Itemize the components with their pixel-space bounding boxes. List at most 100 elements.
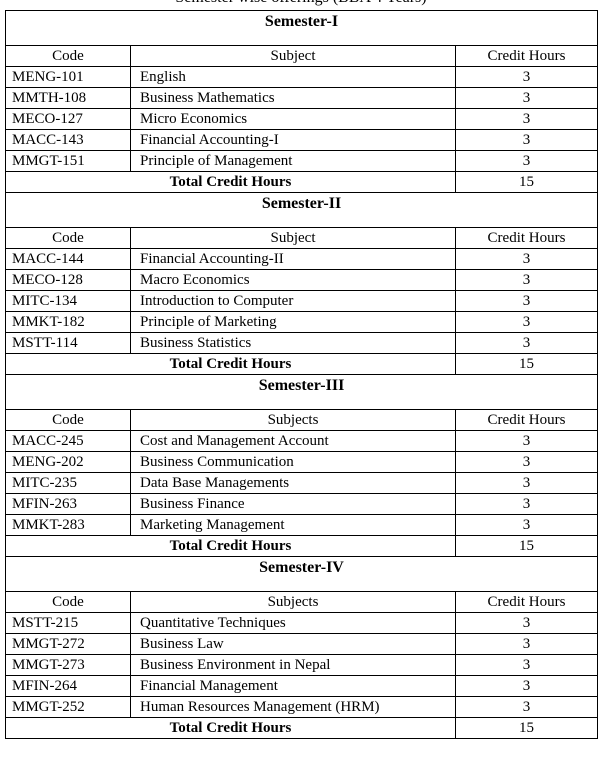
course-code-cell: MACC-144: [5, 248, 131, 270]
course-credit-cell: 3: [455, 311, 598, 333]
table-row: MECO-127 Micro Economics 3: [5, 108, 598, 130]
semester-4-header-row: Semester-IV: [5, 556, 598, 592]
course-subject-cell: Financial Management: [130, 675, 456, 697]
course-credit-cell: 3: [455, 514, 598, 536]
semester-1-section: Semester-I Code Subject Credit Hours MEN…: [5, 10, 598, 193]
course-credit-cell: 3: [455, 430, 598, 452]
column-header-code: Code: [5, 227, 131, 249]
course-subject-cell: Business Environment in Nepal: [130, 654, 456, 676]
column-header-code: Code: [5, 45, 131, 67]
course-code-cell: MECO-128: [5, 269, 131, 291]
total-credit-hours-label: Total Credit Hours: [5, 717, 456, 739]
column-header-subjects: Subjects: [130, 409, 456, 431]
total-credit-hours-value: 15: [455, 353, 598, 375]
course-credit-cell: 3: [455, 150, 598, 172]
course-credit-cell: 3: [455, 108, 598, 130]
column-header-subjects: Subjects: [130, 591, 456, 613]
table-row: MACC-143 Financial Accounting-I 3: [5, 129, 598, 151]
course-code-cell: MSTT-215: [5, 612, 131, 634]
course-credit-cell: 3: [455, 129, 598, 151]
table-row: MMGT-151 Principle of Management 3: [5, 150, 598, 172]
course-code-cell: MECO-127: [5, 108, 131, 130]
course-code-cell: MACC-143: [5, 129, 131, 151]
table-row: MMKT-182 Principle of Marketing 3: [5, 311, 598, 333]
semester-offerings-table: Semester-I Code Subject Credit Hours MEN…: [5, 10, 598, 739]
course-subject-cell: Principle of Management: [130, 150, 456, 172]
table-row: MMKT-283 Marketing Management 3: [5, 514, 598, 536]
column-header-credit-hours: Credit Hours: [455, 45, 598, 67]
course-code-cell: MENG-202: [5, 451, 131, 473]
semester-3-section: Semester-III Code Subjects Credit Hours …: [5, 374, 598, 557]
course-credit-cell: 3: [455, 493, 598, 515]
course-subject-cell: Human Resources Management (HRM): [130, 696, 456, 718]
course-subject-cell: Financial Accounting-I: [130, 129, 456, 151]
course-subject-cell: Micro Economics: [130, 108, 456, 130]
course-code-cell: MMGT-151: [5, 150, 131, 172]
semester-3-header-row: Semester-III: [5, 374, 598, 410]
course-code-cell: MFIN-263: [5, 493, 131, 515]
table-row: MSTT-114 Business Statistics 3: [5, 332, 598, 354]
table-row: MECO-128 Macro Economics 3: [5, 269, 598, 291]
table-row: MITC-134 Introduction to Computer 3: [5, 290, 598, 312]
column-header-credit-hours: Credit Hours: [455, 227, 598, 249]
course-code-cell: MSTT-114: [5, 332, 131, 354]
course-subject-cell: Business Statistics: [130, 332, 456, 354]
course-code-cell: MACC-245: [5, 430, 131, 452]
table-row: MFIN-264 Financial Management 3: [5, 675, 598, 697]
total-credit-hours-value: 15: [455, 717, 598, 739]
table-row: MMGT-273 Business Environment in Nepal 3: [5, 654, 598, 676]
column-header-row: Code Subjects Credit Hours: [5, 591, 598, 613]
page-title-text: Semester wise offerings (BBA 4 Years): [0, 0, 602, 8]
total-row: Total Credit Hours 15: [5, 535, 598, 557]
course-credit-cell: 3: [455, 290, 598, 312]
course-credit-cell: 3: [455, 696, 598, 718]
course-code-cell: MFIN-264: [5, 675, 131, 697]
column-header-row: Code Subject Credit Hours: [5, 227, 598, 249]
total-row: Total Credit Hours 15: [5, 353, 598, 375]
total-credit-hours-label: Total Credit Hours: [5, 353, 456, 375]
column-header-subject: Subject: [130, 45, 456, 67]
course-subject-cell: Principle of Marketing: [130, 311, 456, 333]
course-credit-cell: 3: [455, 332, 598, 354]
course-subject-cell: Introduction to Computer: [130, 290, 456, 312]
course-code-cell: MITC-134: [5, 290, 131, 312]
column-header-subject: Subject: [130, 227, 456, 249]
course-credit-cell: 3: [455, 66, 598, 88]
column-header-credit-hours: Credit Hours: [455, 409, 598, 431]
course-subject-cell: Macro Economics: [130, 269, 456, 291]
course-credit-cell: 3: [455, 269, 598, 291]
course-code-cell: MMKT-182: [5, 311, 131, 333]
table-row: MFIN-263 Business Finance 3: [5, 493, 598, 515]
table-row: MMTH-108 Business Mathematics 3: [5, 87, 598, 109]
course-code-cell: MENG-101: [5, 66, 131, 88]
semester-2-header-row: Semester-II: [5, 192, 598, 228]
course-subject-cell: Business Law: [130, 633, 456, 655]
course-code-cell: MMGT-272: [5, 633, 131, 655]
course-subject-cell: Data Base Managements: [130, 472, 456, 494]
course-subject-cell: Quantitative Techniques: [130, 612, 456, 634]
column-header-row: Code Subject Credit Hours: [5, 45, 598, 67]
semester-3-title: Semester-III: [5, 374, 598, 410]
course-code-cell: MITC-235: [5, 472, 131, 494]
course-credit-cell: 3: [455, 472, 598, 494]
course-credit-cell: 3: [455, 633, 598, 655]
table-row: MACC-144 Financial Accounting-II 3: [5, 248, 598, 270]
course-subject-cell: Marketing Management: [130, 514, 456, 536]
course-code-cell: MMGT-252: [5, 696, 131, 718]
course-credit-cell: 3: [455, 248, 598, 270]
total-credit-hours-label: Total Credit Hours: [5, 171, 456, 193]
column-header-code: Code: [5, 409, 131, 431]
column-header-credit-hours: Credit Hours: [455, 591, 598, 613]
table-row: MSTT-215 Quantitative Techniques 3: [5, 612, 598, 634]
table-row: MACC-245 Cost and Management Account 3: [5, 430, 598, 452]
course-code-cell: MMKT-283: [5, 514, 131, 536]
course-credit-cell: 3: [455, 612, 598, 634]
table-row: MMGT-272 Business Law 3: [5, 633, 598, 655]
semester-4-title: Semester-IV: [5, 556, 598, 592]
semester-1-header-row: Semester-I: [5, 10, 598, 46]
total-row: Total Credit Hours 15: [5, 171, 598, 193]
table-row: MENG-101 English 3: [5, 66, 598, 88]
total-credit-hours-label: Total Credit Hours: [5, 535, 456, 557]
semester-2-title: Semester-II: [5, 192, 598, 228]
